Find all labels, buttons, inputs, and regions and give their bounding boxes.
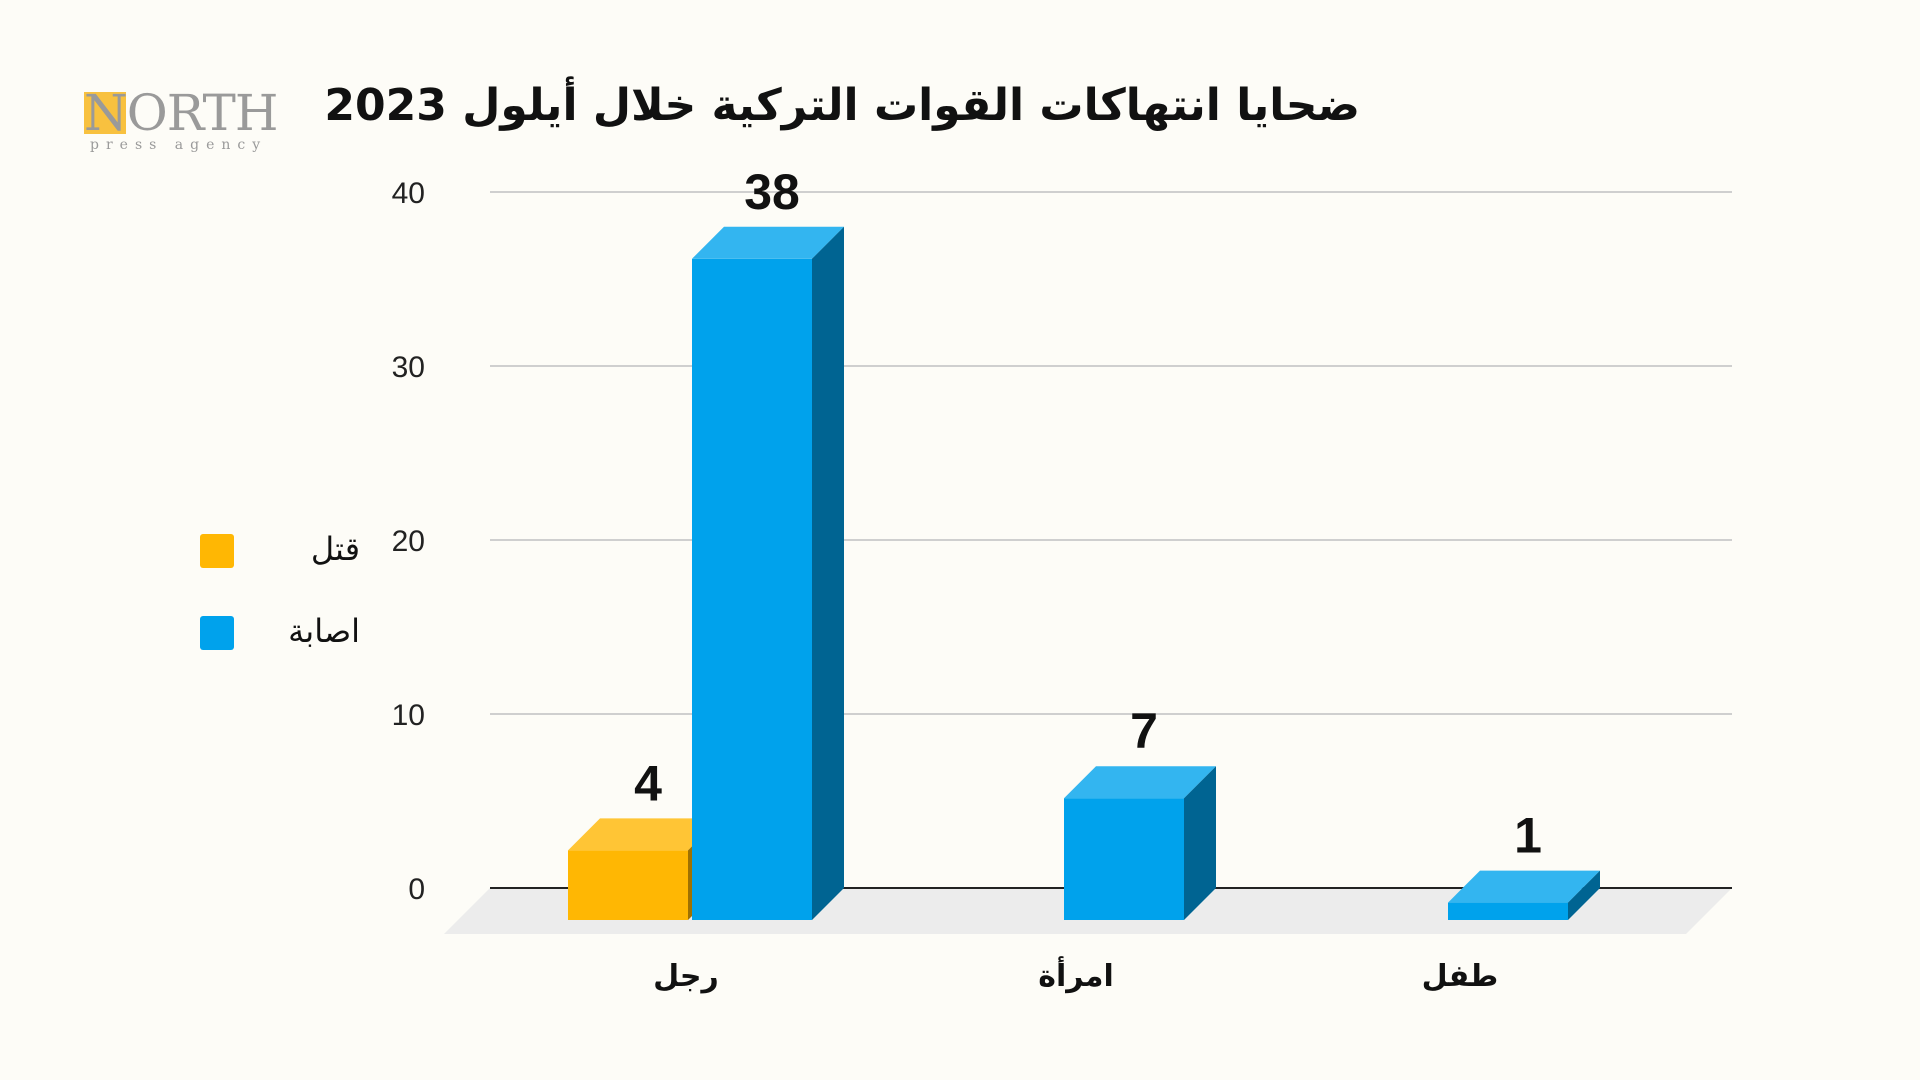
- data-label-injured-1: 7: [1130, 703, 1158, 759]
- data-label-injured-2: 1: [1514, 808, 1542, 864]
- legend-swatch-injured: [200, 616, 234, 650]
- bar-injured-2-side: [1568, 870, 1600, 920]
- bar-killed-0-top: [568, 818, 720, 851]
- bar-injured-2-front: [1448, 902, 1568, 920]
- data-label-injured-0: 38: [744, 164, 800, 220]
- y-tick-label-30: 30: [392, 351, 425, 384]
- data-label-killed-0: 4: [634, 755, 662, 811]
- logo-subtext: press agency: [90, 137, 268, 153]
- logo-square-icon: [84, 92, 126, 134]
- legend-item-injured: اصابة: [200, 612, 360, 654]
- x-tick-label-0: رجل: [653, 959, 719, 994]
- bar-injured-2: [1448, 870, 1600, 920]
- x-tick-label-2: طفل: [1422, 959, 1499, 994]
- bar-injured-0: [692, 226, 844, 921]
- bar-injured-1-front: [1064, 798, 1184, 920]
- chart-title: ضحايا انتهاكات القوات التركية خلال أيلول…: [324, 80, 1360, 131]
- legend-label-injured: اصابة: [288, 612, 360, 650]
- legend-item-killed: قتل: [200, 530, 360, 572]
- legend: قتل اصابة: [200, 530, 360, 694]
- bar-injured-1: [1064, 766, 1216, 920]
- bar-injured-1-side: [1184, 766, 1216, 920]
- north-press-logo: NORTH press agency: [84, 86, 304, 156]
- bar-killed-0-front: [568, 850, 688, 920]
- y-tick-label-0: 0: [408, 873, 425, 906]
- bar-injured-0-top: [692, 226, 844, 259]
- logo-text: NORTH: [84, 84, 278, 142]
- bar-injured-0-side: [812, 226, 844, 921]
- bar-injured-1-top: [1064, 766, 1216, 799]
- x-tick-label-1: امرأة: [1038, 956, 1114, 994]
- bar-injured-0-front: [692, 258, 812, 920]
- y-tick-label-10: 10: [392, 699, 425, 732]
- y-tick-label-40: 40: [392, 177, 425, 210]
- y-tick-label-20: 20: [392, 525, 425, 558]
- legend-swatch-killed: [200, 534, 234, 568]
- legend-label-killed: قتل: [310, 530, 360, 568]
- bar-injured-2-top: [1448, 870, 1600, 903]
